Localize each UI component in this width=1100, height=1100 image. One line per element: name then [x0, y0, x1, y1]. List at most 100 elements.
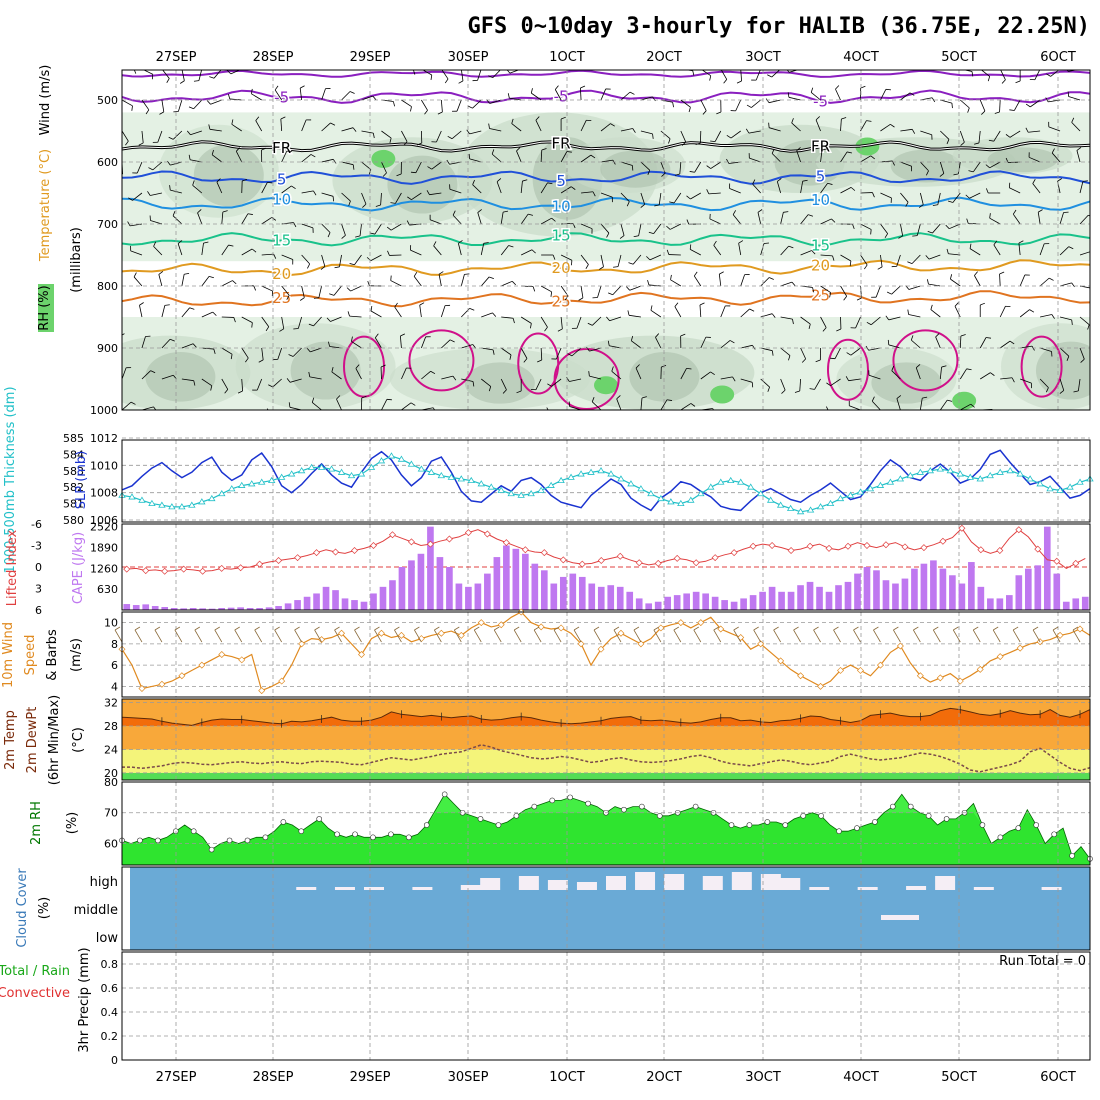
top-date-label: 29SEP	[350, 50, 391, 65]
wind-barb	[959, 335, 962, 349]
rh-axis-label: RH (%)	[37, 285, 52, 330]
thickness-marker	[966, 473, 974, 480]
wind10-barb	[992, 629, 1001, 643]
wind-barb-flag	[896, 395, 902, 399]
wind10-marker	[457, 631, 465, 639]
wind-barb-flag	[1068, 246, 1074, 250]
wind-barb-flag	[1066, 70, 1069, 72]
wind-barb	[500, 409, 502, 410]
isotherm-30	[827, 338, 869, 401]
li-marker	[256, 560, 264, 568]
rh2m-marker	[316, 816, 322, 822]
wind-barb-flag	[271, 217, 277, 221]
wind-barb-flag	[320, 266, 326, 270]
wind-barb	[401, 130, 408, 142]
li-marker	[635, 559, 643, 567]
wind-barb	[569, 378, 582, 382]
wind-barb	[198, 70, 202, 81]
wind-barb-flag	[426, 190, 430, 195]
rh2m-marker	[979, 822, 986, 828]
rh-shade-dark	[871, 362, 942, 404]
cape-bar	[275, 606, 282, 610]
li-tick: -3	[31, 540, 42, 553]
wind10-barb-flag	[813, 626, 819, 631]
panel-frame	[121, 611, 1091, 698]
rh2m-marker	[1033, 822, 1040, 828]
wind-barb-flag	[661, 172, 666, 177]
wind-barb	[815, 119, 821, 132]
wind-barb	[648, 284, 661, 287]
thickness-tick: 582	[63, 481, 84, 494]
wind-barb	[292, 347, 302, 357]
thickness-marker	[886, 478, 895, 485]
precip-total-rain-label: Total / Rain	[0, 964, 70, 979]
top-date-label: 4OCT	[843, 50, 879, 65]
wind10-marker	[477, 619, 485, 627]
wind-barb-flag	[216, 178, 221, 183]
rh2m-tick: 80	[104, 776, 118, 789]
wind-barb	[321, 122, 331, 132]
wind-barb	[359, 223, 362, 236]
wind10-marker	[238, 656, 246, 664]
wind10-barb-flag	[374, 626, 380, 631]
rh2m-marker	[943, 816, 950, 822]
wind-barb-flag	[523, 358, 528, 363]
wind-barb-flag	[551, 217, 556, 222]
wind-barb	[690, 249, 701, 256]
wind-barb-flag	[970, 403, 975, 408]
li-marker	[673, 554, 681, 562]
isotherm-30	[553, 348, 620, 410]
wind-barb	[632, 254, 642, 265]
thickness-marker	[307, 463, 316, 470]
rh2m-marker	[352, 831, 358, 838]
wind10-marker	[298, 640, 306, 648]
cape-bar	[578, 576, 586, 610]
thickness-tick: 584	[63, 448, 84, 461]
wind-barb-flag	[911, 129, 916, 134]
wind-barb	[277, 347, 283, 360]
wind-barb-flag	[362, 203, 367, 208]
cape-bar	[408, 560, 415, 610]
wind-barb	[870, 316, 881, 326]
wind-barb	[535, 120, 542, 132]
cape-bar	[1034, 565, 1042, 610]
wind-barb	[132, 192, 143, 201]
isotherm-label: 15	[552, 226, 571, 244]
thickness-marker	[627, 480, 635, 487]
wind-barb	[122, 401, 132, 410]
panel-frame	[121, 951, 1091, 1061]
minmax-axis-label: (6hr Min/Max)	[47, 695, 62, 785]
wind-barb	[768, 127, 781, 132]
li-line	[126, 527, 1086, 572]
li-marker	[1034, 545, 1042, 553]
wind-barb-flag	[236, 147, 240, 152]
cape-bar	[151, 606, 159, 610]
thickness-marker	[188, 501, 196, 508]
wind-barb-flag	[1009, 109, 1015, 111]
wind-barb	[394, 306, 402, 318]
wind-barb-flag	[968, 170, 974, 173]
wind-barb	[952, 192, 961, 203]
cape-bar	[370, 593, 377, 610]
thickness-marker	[1076, 478, 1084, 485]
wind-barb-flag	[674, 302, 679, 307]
wind-barb	[161, 99, 165, 112]
wind-barb-flag	[511, 118, 514, 124]
wind-barb-flag	[108, 252, 110, 256]
wind-barb	[241, 213, 249, 225]
wind-barb-flag	[891, 365, 895, 371]
wind-barb-flag	[825, 406, 829, 410]
wind-barb	[620, 128, 633, 132]
wind-barb-flag	[765, 98, 770, 103]
li-marker	[749, 542, 757, 550]
wind-barb	[1019, 274, 1026, 287]
cape-bar	[199, 608, 206, 610]
wind-barb	[509, 97, 522, 101]
li-marker	[692, 559, 700, 567]
wind-barb	[361, 192, 367, 205]
slp-axis-label: SLP (mb)	[74, 451, 89, 510]
top-date-label: 28SEP	[253, 50, 294, 65]
wind-barb	[477, 212, 482, 225]
wind-barb	[354, 254, 362, 265]
